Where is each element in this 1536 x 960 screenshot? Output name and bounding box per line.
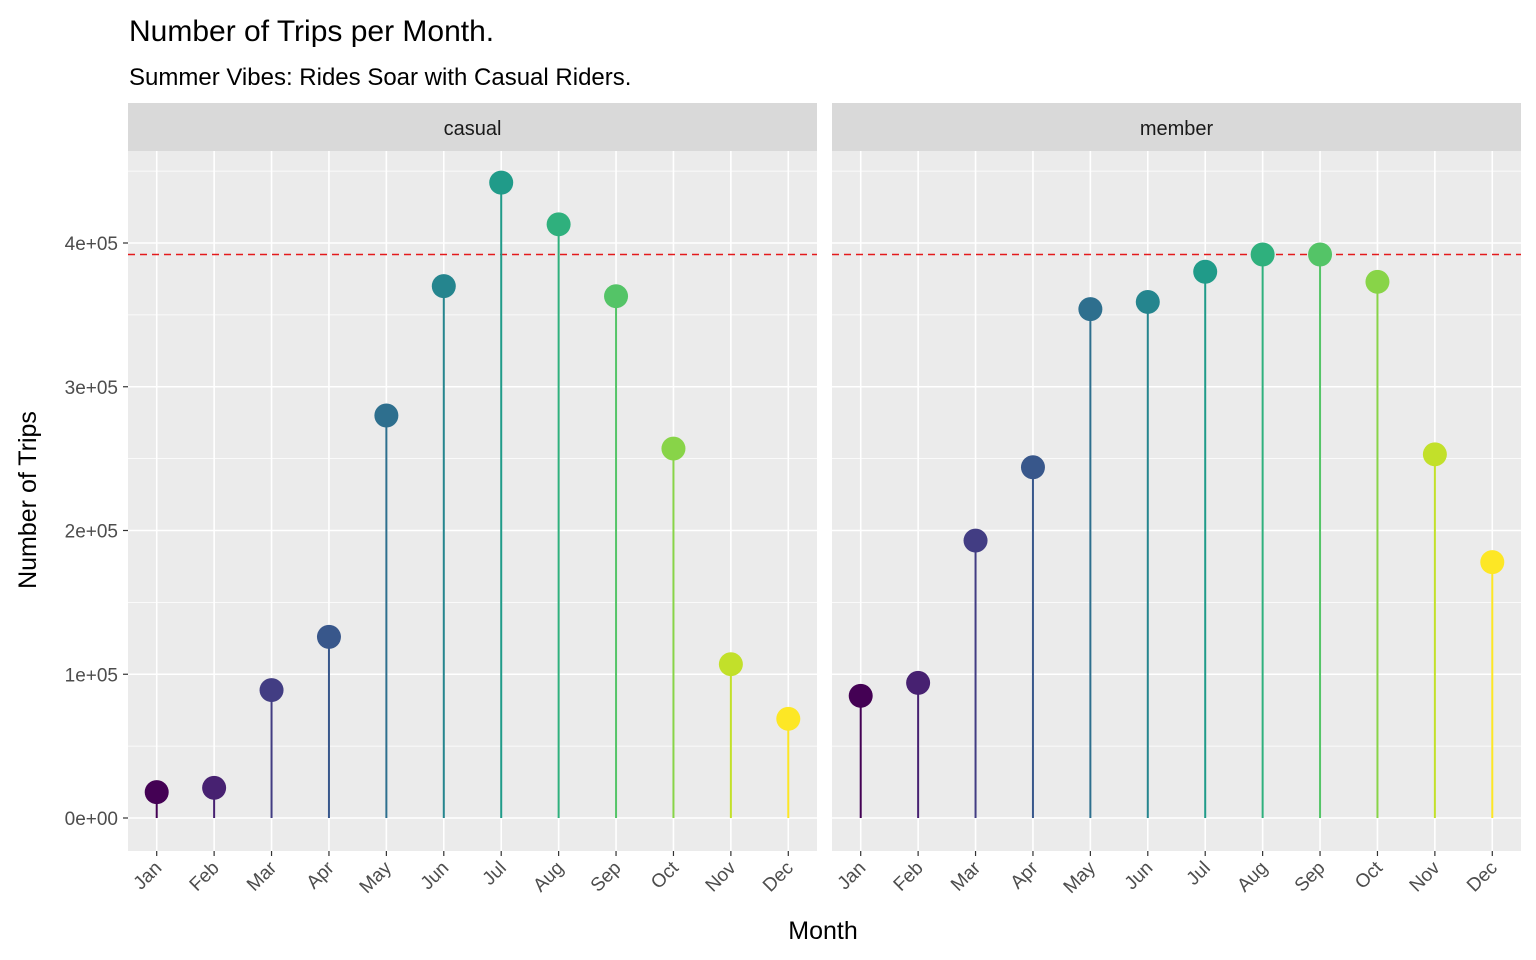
x-tick-label: Jun [417,858,454,895]
y-tick-label: 4e+05 [65,234,118,255]
lollipop-point [604,284,629,309]
lollipop-point [144,780,169,805]
lollipop-point [963,528,988,553]
lollipop-point [374,403,399,428]
x-tick-label: Aug [529,858,568,897]
lollipop-point [1020,455,1045,480]
x-tick-label: May [356,857,397,898]
x-tick-label: Jan [130,858,167,895]
lollipop-point [906,670,931,695]
facet-strip-label: casual [444,118,502,140]
x-tick-label: Jul [1183,858,1215,890]
y-tick-label: 0e+00 [65,809,118,830]
y-axis: 0e+00 1e+05 2e+05 3e+05 4e+05 [65,234,128,830]
x-tick-label: Dec [1463,858,1502,897]
x-tick-label: Dec [759,858,798,897]
x-tick-label: Feb [186,858,224,896]
chart-subtitle: Summer Vibes: Rides Soar with Casual Rid… [129,64,631,91]
x-tick-label: Feb [890,858,928,896]
y-tick-label: 2e+05 [65,522,118,543]
facet-strip [128,103,817,151]
x-tick-label: Sep [587,858,626,897]
x-tick-label: Jul [479,858,511,890]
y-tick-label: 3e+05 [65,378,118,399]
panel-background [832,151,1521,851]
x-tick-label: Nov [702,857,741,896]
lollipop-point [1308,242,1333,267]
lollipop-point [1480,550,1505,575]
facet-strip-label: member [1140,118,1214,140]
x-tick-label: Apr [1007,857,1043,893]
x-tick-label: Mar [243,857,281,895]
facet-panel-member: member Jan Feb Mar Apr May Jun Jul Aug Sep Oct Nov D… [832,103,1521,898]
lollipop-point [489,170,514,195]
x-tick-label: Mar [947,857,985,895]
lollipop-point [431,274,456,299]
lollipop-point [1193,259,1218,284]
x-tick-label: Apr [303,857,339,893]
lollipop-point [546,212,571,237]
lollipop-point [848,683,873,708]
facet-panels: casual Jan Feb Mar Apr May Jun Jul Aug Sep Oct Nov D… [128,103,1521,898]
x-tick-label: May [1060,857,1101,898]
lollipop-point [316,624,341,649]
lollipop-point [259,678,284,703]
chart-title: Number of Trips per Month. [129,15,494,48]
x-tick-label: Jan [834,858,871,895]
x-tick-label: Sep [1291,858,1330,897]
y-tick-label: 1e+05 [65,665,118,686]
x-tick-label: Oct [1351,857,1387,893]
panel-background [128,151,817,851]
lollipop-point [718,652,743,677]
x-tick-label: Aug [1233,858,1272,897]
x-tick-label: Oct [647,857,683,893]
x-tick-label: Jun [1121,858,1158,895]
lollipop-point [1422,442,1447,467]
y-axis-title: Number of Trips [14,411,42,589]
facet-strip [832,103,1521,151]
lollipop-point [661,436,686,461]
lollipop-point [1250,242,1275,267]
lollipop-point [1135,289,1160,314]
x-axis-title: Month [788,917,857,945]
lollipop-point [202,775,227,800]
lollipop-point [1078,297,1103,322]
facet-panel-casual: casual Jan Feb Mar Apr May Jun Jul Aug Sep Oct Nov D… [128,103,817,898]
lollipop-point [1365,269,1390,294]
lollipop-point [776,706,801,731]
x-tick-label: Nov [1406,857,1445,896]
